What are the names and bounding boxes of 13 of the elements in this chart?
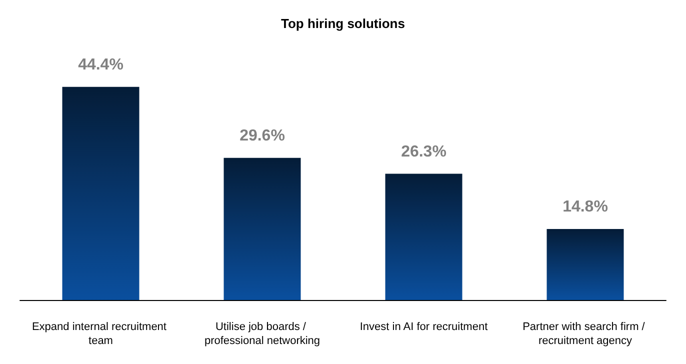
bar — [224, 158, 301, 300]
chart-title: Top hiring solutions — [281, 16, 405, 31]
bar — [62, 86, 140, 300]
x-tick-label: Partner with search firm / recruitment agency — [522, 321, 648, 347]
bar — [385, 174, 462, 300]
data-label: 26.3% — [401, 143, 446, 160]
data-label: 14.8% — [562, 198, 608, 216]
x-tick-label: Utilise job boards / professional networking — [204, 321, 320, 347]
x-tick-label: Expand internal recruitment team — [32, 321, 170, 347]
x-tick-label: Invest in AI for recruitment — [360, 321, 488, 333]
bar — [546, 228, 624, 300]
data-label: 29.6% — [240, 127, 285, 144]
data-label: 44.4% — [78, 56, 124, 74]
